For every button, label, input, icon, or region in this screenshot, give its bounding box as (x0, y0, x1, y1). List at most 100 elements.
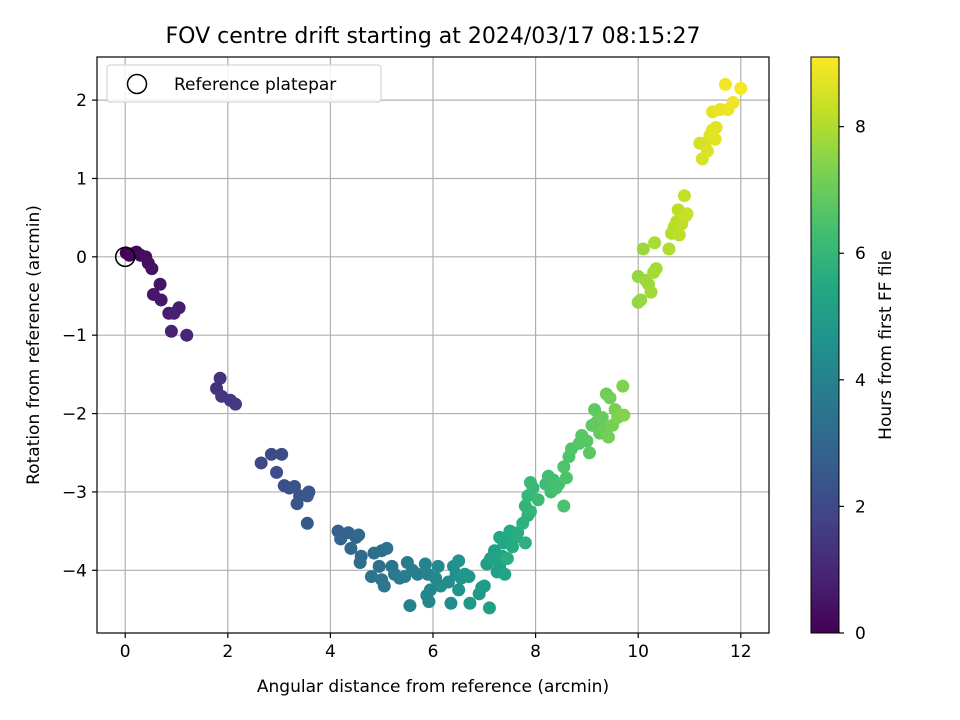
x-axis-label: Angular distance from reference (arcmin) (257, 677, 609, 697)
x-tick-label: 8 (530, 642, 541, 662)
colorbar-ticks: 0 2 4 6 8 (839, 118, 866, 644)
data-point (531, 493, 545, 507)
colorbar-label: Hours from first FF file (876, 250, 896, 440)
y-tick-label: 1 (76, 169, 87, 189)
data-point (557, 460, 571, 474)
data-point (364, 570, 378, 584)
data-point (180, 328, 194, 342)
data-point (418, 557, 432, 571)
data-point (352, 528, 366, 542)
data-point (662, 242, 676, 256)
data-point (523, 505, 537, 519)
data-point (644, 285, 658, 299)
data-point (500, 552, 514, 566)
data-point (153, 277, 167, 291)
data-point (270, 465, 284, 479)
data-point (648, 236, 662, 250)
data-point (344, 541, 358, 555)
y-tick-label: 0 (76, 248, 87, 268)
data-point (680, 207, 694, 221)
data-point (595, 410, 609, 424)
chart-title: FOV centre drift starting at 2024/03/17 … (166, 24, 701, 49)
data-point (631, 295, 645, 309)
colorbar-tick-label: 6 (855, 244, 866, 264)
data-point (154, 293, 168, 307)
data-point (353, 555, 367, 569)
data-point (477, 579, 491, 593)
data-point (580, 434, 594, 448)
y-axis-ticks: −4 −3 −2 −1 0 1 2 (62, 91, 97, 581)
data-point (290, 497, 304, 511)
data-point (463, 596, 477, 610)
data-point (167, 306, 181, 320)
data-point (302, 485, 316, 499)
data-point (411, 567, 425, 581)
data-point (557, 499, 571, 513)
data-point (372, 559, 386, 573)
data-point (377, 579, 391, 593)
data-point (145, 262, 159, 276)
data-point (734, 81, 748, 95)
x-tick-label: 12 (730, 642, 752, 662)
data-point (677, 189, 691, 203)
data-point (254, 456, 268, 470)
data-points (114, 77, 748, 615)
y-tick-label: 2 (76, 91, 87, 111)
data-point (482, 601, 496, 615)
y-tick-label: −2 (62, 405, 87, 425)
colorbar-tick-label: 0 (855, 624, 866, 644)
data-point (264, 447, 278, 461)
data-point (708, 132, 722, 146)
x-tick-label: 4 (325, 642, 336, 662)
data-point (275, 447, 289, 461)
data-point (452, 554, 466, 568)
x-tick-label: 10 (627, 642, 649, 662)
x-tick-label: 6 (428, 642, 439, 662)
data-point (452, 583, 466, 597)
data-point (559, 471, 573, 485)
x-tick-label: 2 (222, 642, 233, 662)
data-point (649, 262, 663, 276)
data-point (601, 430, 615, 444)
data-point (709, 121, 723, 135)
data-point (403, 599, 417, 613)
colorbar-gradient (810, 56, 840, 634)
data-point (213, 371, 227, 385)
data-point (493, 530, 507, 544)
data-point (462, 570, 476, 584)
y-tick-label: −3 (62, 483, 87, 503)
data-point (636, 242, 650, 256)
data-point (726, 95, 740, 109)
data-point (498, 567, 512, 581)
legend-reference-label: Reference platepar (174, 75, 336, 95)
data-point (582, 446, 596, 460)
colorbar-tick-label: 8 (855, 118, 866, 138)
reference-platepar-marker (114, 246, 136, 268)
colorbar: 0 2 4 6 8 Hours from first FF file (810, 56, 896, 644)
data-point (518, 536, 532, 550)
colorbar-tick-label: 4 (855, 371, 866, 391)
x-tick-label: 0 (120, 642, 131, 662)
legend-reference-marker (126, 73, 148, 95)
data-point (444, 596, 458, 610)
data-point (700, 144, 714, 158)
y-tick-label: −1 (62, 326, 87, 346)
x-axis-ticks: 0 2 4 6 8 10 12 (120, 633, 752, 662)
y-tick-label: −4 (62, 561, 87, 581)
legend: Reference platepar (106, 64, 382, 103)
data-point (300, 516, 314, 530)
data-point (603, 391, 617, 405)
data-point (616, 379, 630, 393)
data-point (718, 77, 732, 91)
data-point (422, 595, 436, 609)
data-point (164, 324, 178, 338)
grid (97, 57, 769, 633)
data-point (229, 397, 243, 411)
colorbar-tick-label: 2 (855, 497, 866, 517)
data-point (380, 541, 394, 555)
data-point (431, 559, 445, 573)
y-axis-label: Rotation from reference (arcmin) (24, 205, 44, 485)
data-point (672, 228, 686, 242)
data-point (523, 476, 537, 490)
